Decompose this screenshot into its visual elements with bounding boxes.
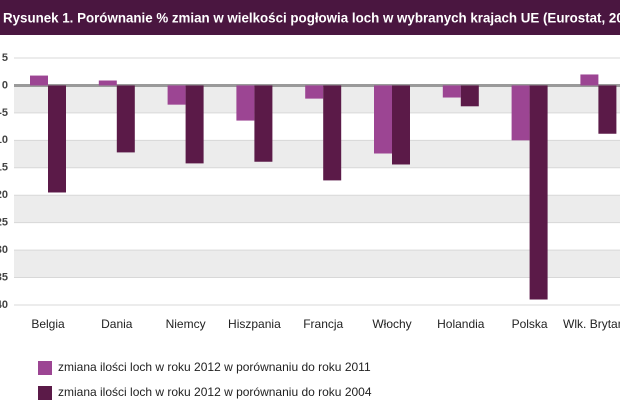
grid-band <box>14 195 620 223</box>
y-tick-label: -30 <box>0 244 8 256</box>
grid-band <box>14 250 620 278</box>
bar <box>236 85 255 121</box>
bar <box>254 85 273 162</box>
bar <box>529 85 548 300</box>
x-tick-label: Hiszpania <box>228 317 281 331</box>
bar <box>167 85 186 105</box>
y-tick-label: 0 <box>2 79 8 91</box>
y-tick-label: -35 <box>0 271 8 283</box>
bar <box>48 85 66 193</box>
legend-label: zmiana ilości loch w roku 2012 w porówna… <box>58 385 372 399</box>
bar <box>374 85 392 154</box>
y-tick-label: -10 <box>0 134 8 146</box>
bar <box>460 85 479 107</box>
bar <box>598 85 617 134</box>
x-tick-label: Wlk. Brytania <box>563 317 620 331</box>
legend-swatch <box>38 361 52 375</box>
grid-band <box>14 140 620 168</box>
bar <box>30 75 48 86</box>
x-tick-label: Dania <box>101 317 133 331</box>
legend-label: zmiana ilości loch w roku 2012 w porówna… <box>58 360 371 374</box>
x-tick-label: Niemcy <box>166 317 206 331</box>
bar <box>580 74 599 86</box>
bar <box>305 85 324 99</box>
bar <box>116 85 135 153</box>
bar <box>392 85 410 165</box>
x-tick-label: Włochy <box>372 317 411 331</box>
y-tick-label: -5 <box>0 107 8 119</box>
y-tick-label: 5 <box>2 52 8 64</box>
y-tick-label: -20 <box>0 189 8 201</box>
bar <box>511 85 530 141</box>
legend-swatch <box>38 386 52 400</box>
chart-title: Rysunek 1. Porównanie % zmian w wielkośc… <box>3 10 620 26</box>
x-tick-label: Belgia <box>31 317 65 331</box>
x-tick-label: Polska <box>512 317 548 331</box>
y-tick-label: -25 <box>0 217 8 229</box>
title-bar <box>0 0 620 35</box>
x-tick-label: Holandia <box>437 317 485 331</box>
bar <box>442 85 461 98</box>
bar <box>323 85 342 181</box>
y-tick-label: -15 <box>0 162 8 174</box>
x-tick-label: Francja <box>303 317 343 331</box>
bar <box>185 85 204 164</box>
bar <box>98 80 117 86</box>
y-tick-label: -40 <box>0 299 8 311</box>
